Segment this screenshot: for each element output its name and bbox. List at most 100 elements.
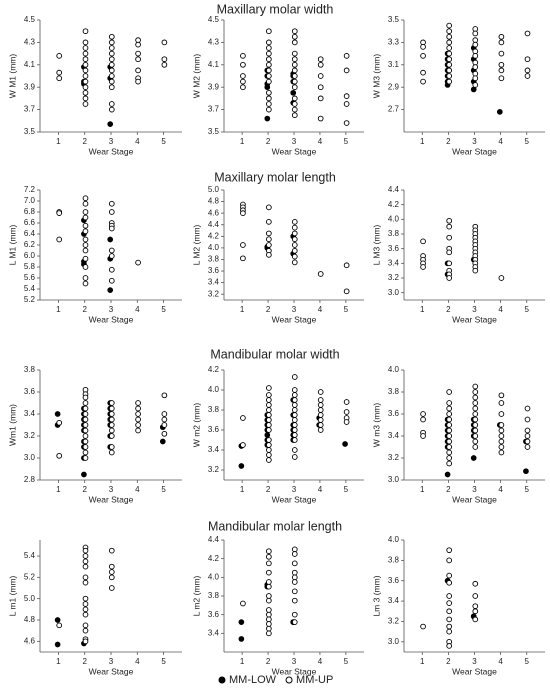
x-tick-label: 5 bbox=[344, 305, 349, 314]
y-tick-label: 3.4 bbox=[208, 628, 220, 637]
y-tick-label: 3.6 bbox=[24, 387, 36, 396]
data-point bbox=[291, 574, 298, 581]
data-point bbox=[82, 264, 89, 270]
data-point bbox=[108, 444, 115, 450]
x-tick-label: 3 bbox=[292, 657, 297, 666]
x-tick-label: 5 bbox=[344, 137, 349, 146]
data-point bbox=[266, 101, 272, 107]
data-point bbox=[470, 455, 477, 461]
data-point bbox=[108, 433, 115, 439]
y-tick-label: 4.6 bbox=[208, 208, 220, 217]
data-point bbox=[266, 442, 272, 448]
x-tick-label: 2 bbox=[446, 137, 451, 146]
data-point bbox=[82, 595, 89, 602]
data-point bbox=[161, 411, 168, 417]
data-point bbox=[135, 56, 141, 63]
data-point bbox=[420, 264, 426, 270]
y-tick-label: 3.6 bbox=[208, 266, 220, 275]
data-point bbox=[266, 251, 272, 258]
data-point bbox=[266, 583, 272, 590]
data-point bbox=[82, 280, 89, 287]
data-point bbox=[498, 444, 505, 450]
data-point bbox=[446, 405, 453, 412]
x-tick-label: 2 bbox=[266, 657, 271, 666]
data-point bbox=[266, 593, 272, 599]
data-point bbox=[81, 471, 87, 478]
data-point bbox=[82, 242, 89, 248]
data-point bbox=[82, 28, 89, 35]
y-tick-label: 4.2 bbox=[208, 554, 220, 563]
data-point bbox=[343, 409, 350, 415]
data-point bbox=[420, 433, 426, 439]
x-tick-label: 2 bbox=[446, 485, 451, 494]
data-point bbox=[161, 56, 168, 63]
y-tick-label: 3.7 bbox=[24, 105, 36, 114]
data-point bbox=[82, 579, 89, 586]
data-point bbox=[82, 101, 89, 107]
y-tick-label: 4.8 bbox=[24, 615, 36, 624]
data-point bbox=[82, 39, 89, 46]
x-axis-label: Wear Stage bbox=[89, 314, 134, 324]
data-point bbox=[266, 78, 272, 85]
data-point bbox=[472, 433, 479, 439]
data-point bbox=[446, 78, 453, 85]
x-axis-label: Wear Stage bbox=[452, 146, 497, 156]
data-point bbox=[82, 444, 89, 450]
data-point bbox=[291, 374, 298, 380]
data-point bbox=[291, 560, 298, 567]
data-point bbox=[291, 611, 298, 618]
data-point bbox=[82, 45, 89, 51]
data-point bbox=[317, 417, 324, 423]
data-point bbox=[498, 275, 505, 281]
data-point bbox=[135, 50, 141, 57]
data-point bbox=[291, 546, 298, 553]
data-point bbox=[82, 394, 89, 401]
data-point bbox=[82, 611, 89, 618]
data-point bbox=[420, 69, 426, 76]
data-point bbox=[446, 433, 453, 439]
x-tick-label: 5 bbox=[161, 657, 166, 666]
y-tick-label: 3.5 bbox=[388, 15, 400, 24]
data-point bbox=[240, 242, 246, 248]
data-point bbox=[108, 547, 115, 554]
data-point bbox=[317, 402, 324, 408]
y-tick-label: 4.3 bbox=[24, 38, 36, 47]
data-point bbox=[82, 275, 89, 281]
data-point bbox=[291, 224, 298, 231]
x-tick-label: 2 bbox=[446, 305, 451, 314]
data-point bbox=[524, 433, 531, 439]
data-point bbox=[82, 438, 89, 445]
x-axis-label: Wear Stage bbox=[272, 146, 317, 156]
y-tick-label: 5.2 bbox=[24, 572, 36, 581]
data-point bbox=[291, 402, 298, 408]
y-tick-label: 2.7 bbox=[388, 105, 400, 114]
data-point bbox=[472, 394, 479, 401]
data-point bbox=[291, 218, 298, 225]
data-point bbox=[444, 471, 451, 478]
data-point bbox=[82, 455, 89, 461]
data-point bbox=[266, 579, 272, 585]
data-point bbox=[472, 75, 479, 82]
data-point bbox=[446, 600, 453, 606]
data-point bbox=[472, 416, 479, 423]
data-point bbox=[420, 52, 426, 59]
data-point bbox=[108, 225, 115, 232]
data-point bbox=[108, 422, 115, 428]
data-point bbox=[82, 422, 89, 428]
x-tick-label: 2 bbox=[266, 305, 271, 314]
data-point bbox=[266, 397, 272, 403]
legend-label: MM-LOW bbox=[229, 674, 277, 686]
data-point bbox=[56, 210, 63, 216]
y-tick-label: 3.6 bbox=[388, 409, 400, 418]
data-point bbox=[240, 84, 246, 91]
y-axis-label: L M3 (mm) bbox=[371, 224, 381, 265]
data-point bbox=[343, 288, 350, 295]
y-tick-label: 4.0 bbox=[208, 385, 220, 394]
data-point bbox=[498, 449, 505, 456]
data-point bbox=[291, 230, 298, 237]
data-point bbox=[446, 416, 453, 423]
data-point bbox=[266, 50, 272, 57]
data-point bbox=[446, 455, 453, 461]
y-tick-label: 3.6 bbox=[388, 244, 400, 253]
data-point bbox=[446, 67, 453, 74]
